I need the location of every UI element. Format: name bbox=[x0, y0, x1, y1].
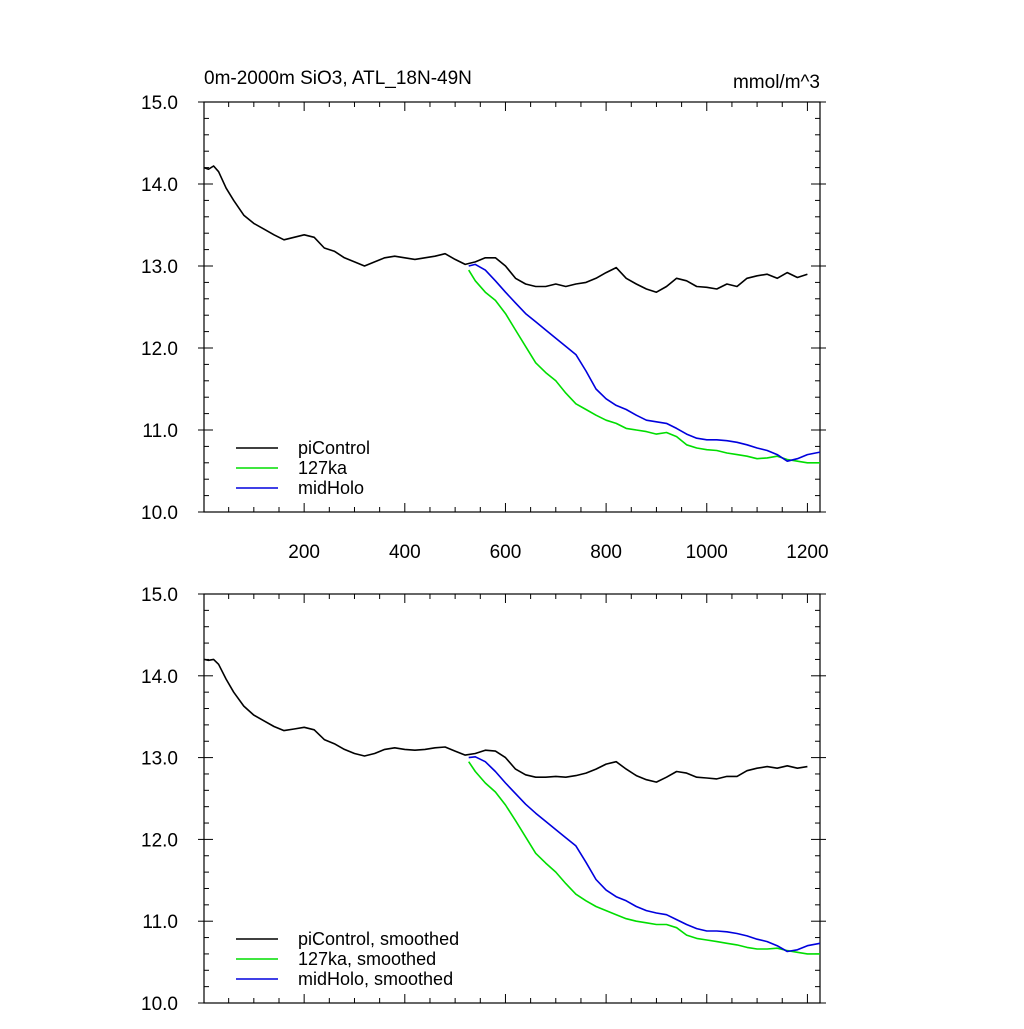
plot-frame bbox=[203, 101, 821, 513]
y-tick-label: 13.0 bbox=[141, 749, 178, 770]
x-tick-label: 400 bbox=[389, 542, 421, 563]
legend-label: 127ka bbox=[298, 458, 348, 478]
legend-label: 127ka, smoothed bbox=[298, 949, 436, 969]
y-tick-label: 10.0 bbox=[141, 503, 178, 524]
series-line-piControl bbox=[203, 165, 808, 294]
x-tick-label: 600 bbox=[490, 542, 522, 563]
y-tick-label: 11.0 bbox=[142, 421, 178, 442]
series-line-127ka bbox=[468, 269, 820, 464]
chart-title: 0m-2000m SiO3, ATL_18N-49N bbox=[204, 68, 472, 89]
legend-label: midHolo bbox=[298, 478, 364, 498]
panel-top: 10.0 11.0 12.0 13.0 14.0 15.0 200 400 600 800 1000… bbox=[141, 93, 829, 563]
y-tick-label: 10.0 bbox=[141, 994, 178, 1015]
y-tick-label: 13.0 bbox=[141, 257, 178, 278]
x-tick-label: 1000 bbox=[686, 542, 728, 563]
y-tick-label: 15.0 bbox=[141, 585, 178, 606]
y-tick-label: 12.0 bbox=[141, 830, 178, 851]
y-tick-label: 12.0 bbox=[141, 339, 178, 360]
y-tick-label: 11.0 bbox=[142, 912, 178, 933]
y-tick-label: 14.0 bbox=[141, 667, 178, 688]
series-line-127ka bbox=[468, 761, 820, 955]
legend-label: piControl, smoothed bbox=[298, 929, 459, 949]
legend-label: midHolo, smoothed bbox=[298, 969, 453, 989]
x-tick-label: 1200 bbox=[786, 542, 828, 563]
legend-label: piControl bbox=[298, 438, 370, 458]
series-line-midHolo bbox=[468, 263, 821, 463]
panel-bottom: 10.0 11.0 12.0 13.0 14.0 15.0 piControl, smoot… bbox=[141, 585, 826, 1015]
y-tick-label: 15.0 bbox=[141, 93, 178, 114]
plot-frame bbox=[203, 593, 821, 1004]
units-label: mmol/m^3 bbox=[733, 72, 820, 93]
x-tick-label: 200 bbox=[288, 542, 320, 563]
series-line-piControl bbox=[203, 658, 808, 783]
x-tick-label: 800 bbox=[590, 542, 622, 563]
series-line-midHolo bbox=[468, 755, 821, 953]
y-tick-label: 14.0 bbox=[141, 175, 178, 196]
